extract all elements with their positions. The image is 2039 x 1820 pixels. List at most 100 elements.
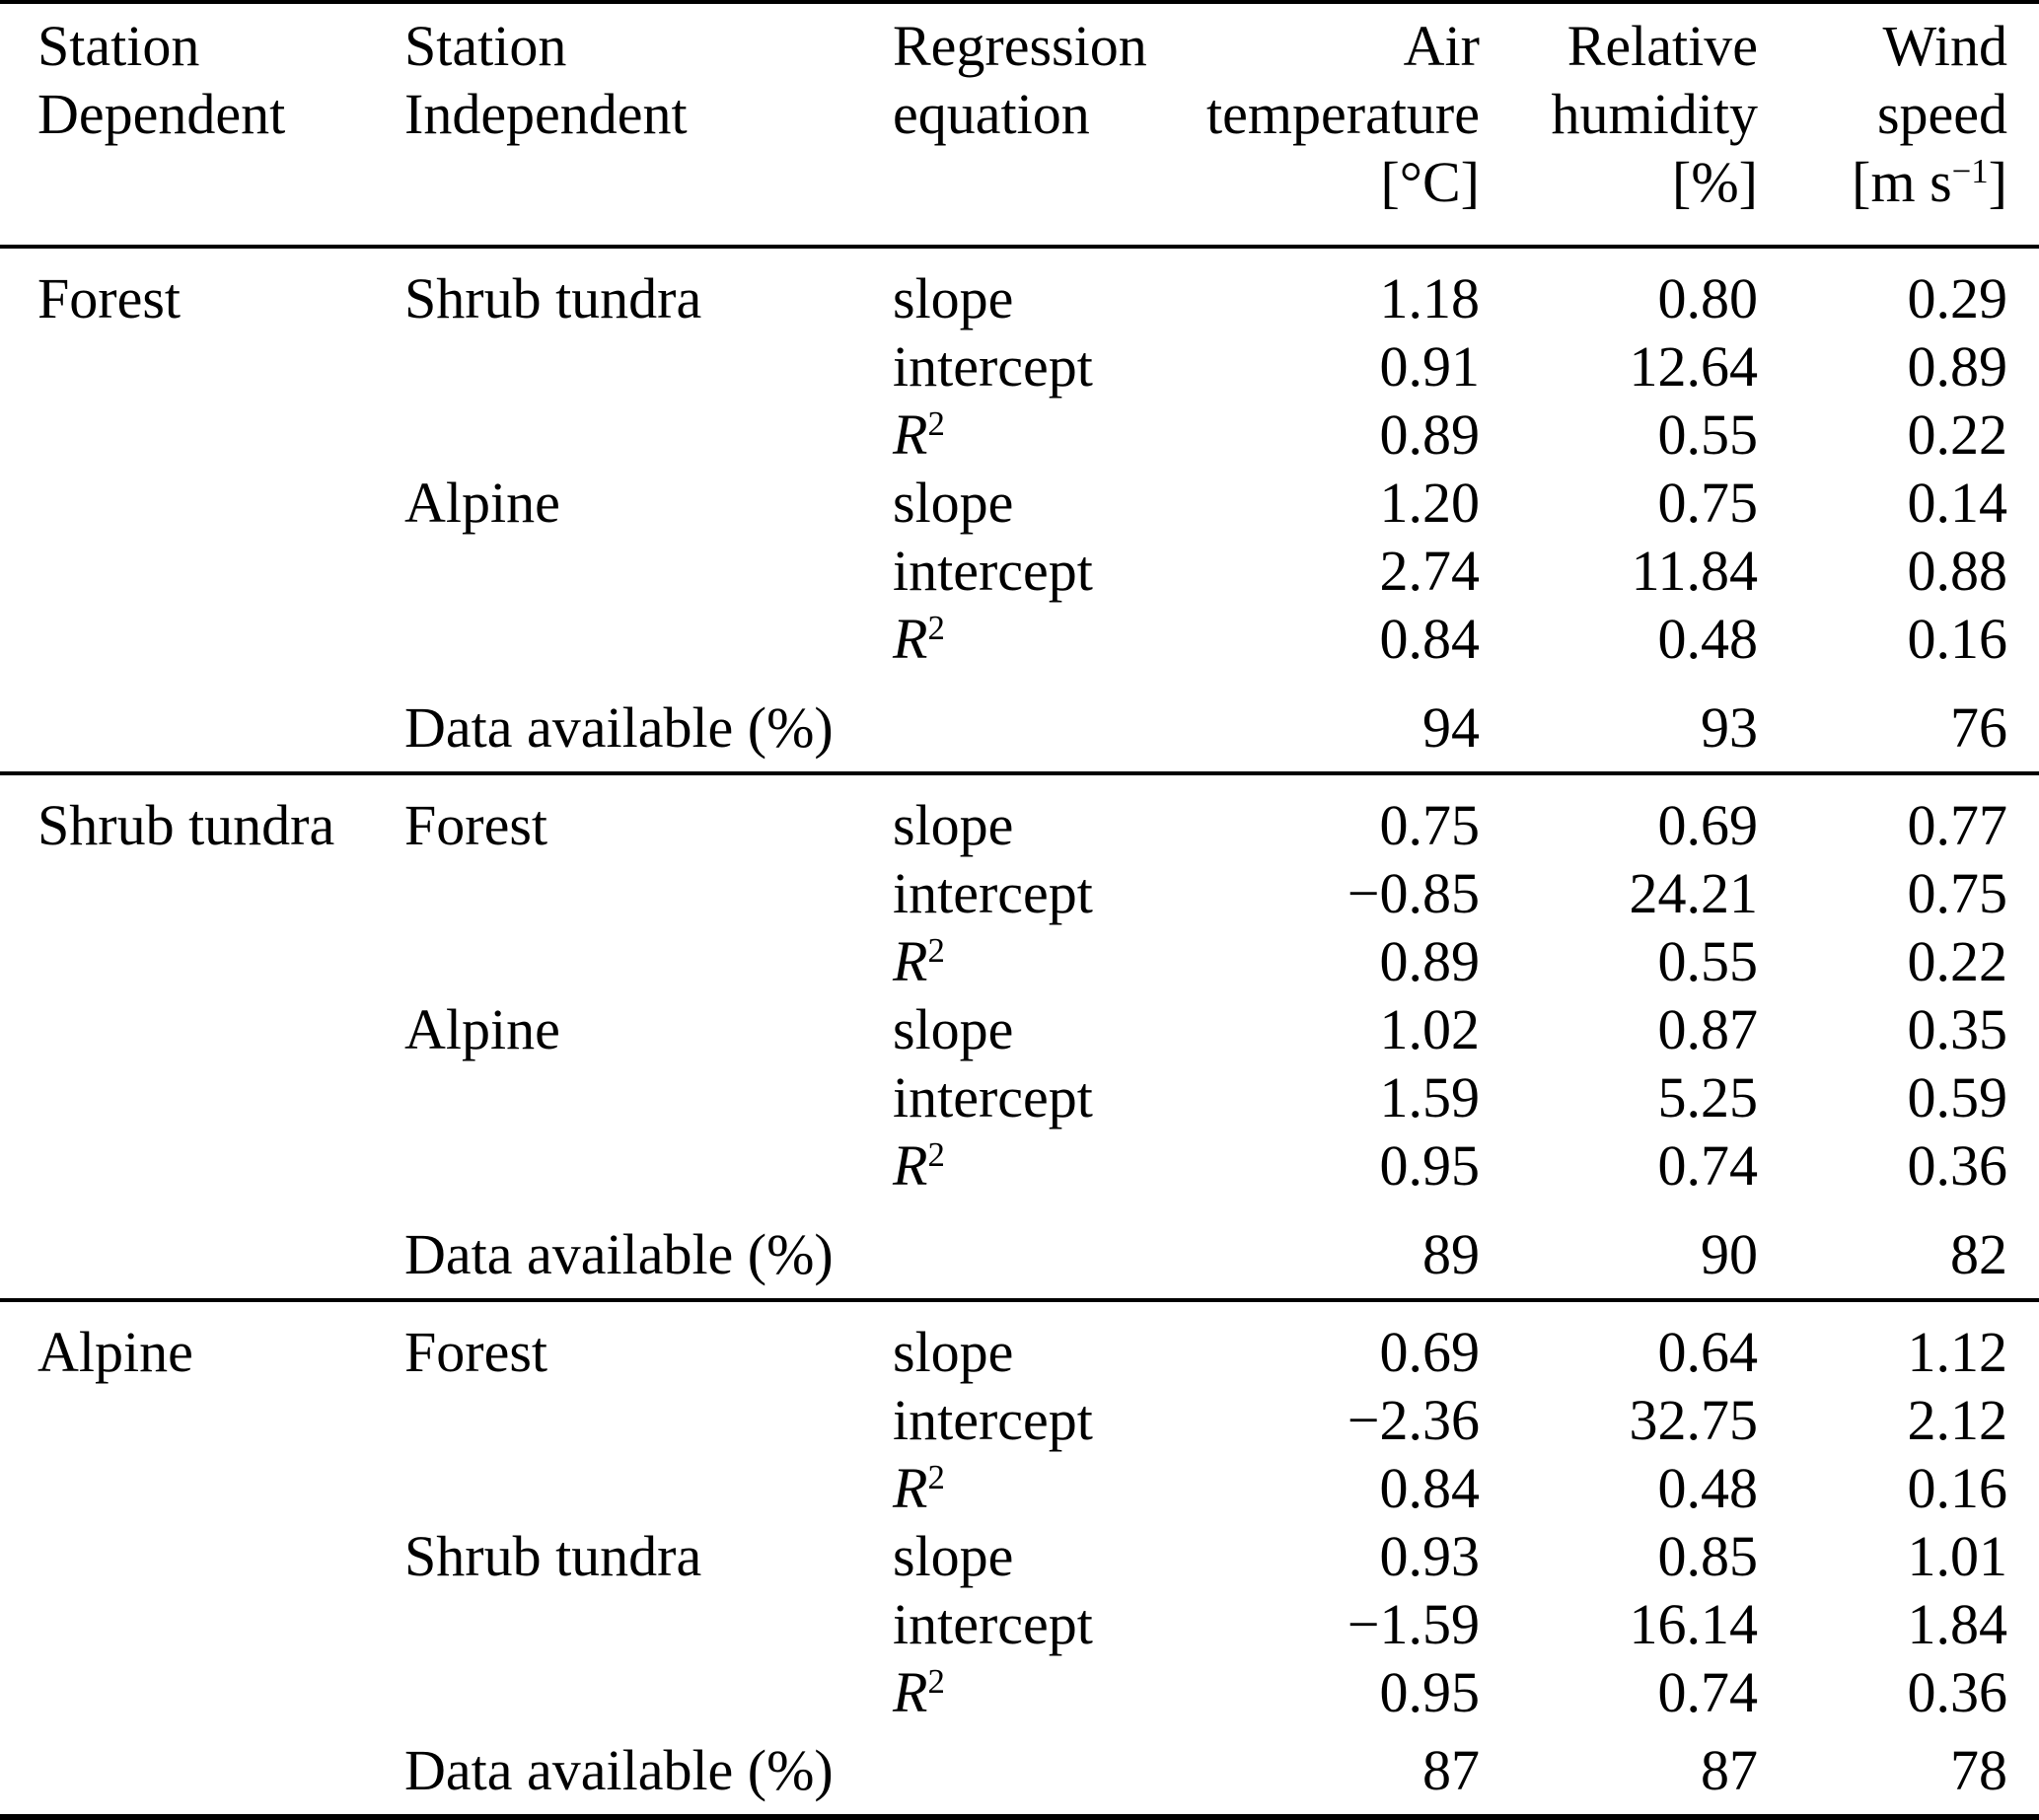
stat-label-r-squared: R2: [893, 1131, 1159, 1200]
section-rule: [0, 771, 2039, 775]
air-temperature-value: 94: [1422, 695, 1480, 760]
stat-label-slope: slope: [893, 793, 1014, 857]
table-section-forest: Forest Shrub tundra slope 1.18 0.80 0.29…: [0, 249, 2039, 771]
header-line: Dependent: [37, 82, 286, 146]
wind-speed-value: 1.84: [1907, 1592, 2008, 1656]
wind-speed-value: 2.12: [1907, 1388, 2008, 1452]
relative-humidity-value: 0.64: [1657, 1320, 1759, 1384]
table-row: Alpine slope 1.20 0.75 0.14: [0, 469, 2039, 537]
header-relative-humidity: Relative humidity [%]: [1480, 12, 1758, 216]
independent-station-cell: Shrub tundra: [404, 266, 702, 330]
air-temperature-value: 0.84: [1379, 1456, 1481, 1520]
air-temperature-value: 1.02: [1379, 997, 1481, 1061]
header-line: equation: [893, 82, 1090, 146]
r-exponent: 2: [927, 1134, 945, 1174]
unit-close: ]: [1988, 150, 2007, 214]
air-temperature-value: 0.69: [1379, 1320, 1481, 1384]
data-available-label: Data available (%): [404, 695, 834, 760]
table-row: intercept 2.74 11.84 0.88: [0, 537, 2039, 605]
data-available-label: Data available (%): [404, 1738, 834, 1802]
stat-label-r-squared: R2: [893, 1454, 1159, 1522]
air-temperature-value: 1.18: [1379, 266, 1481, 330]
table-row: Shrub tundra slope 0.93 0.85 1.01: [0, 1522, 2039, 1590]
air-temperature-value: 0.93: [1379, 1524, 1481, 1588]
table-row: Shrub tundra Forest slope 0.75 0.69 0.77: [0, 791, 2039, 859]
air-temperature-value: 0.91: [1379, 334, 1481, 399]
table-row: Alpine Forest slope 0.69 0.64 1.12: [0, 1318, 2039, 1386]
air-temperature-value: 0.95: [1379, 1660, 1481, 1724]
relative-humidity-value: 87: [1701, 1738, 1758, 1802]
wind-speed-value: 0.36: [1907, 1660, 2008, 1724]
relative-humidity-value: 0.87: [1657, 997, 1759, 1061]
r-symbol: R: [893, 402, 928, 467]
wind-speed-value: 0.29: [1907, 266, 2008, 330]
relative-humidity-value: 93: [1701, 695, 1758, 760]
table-row: intercept −0.85 24.21 0.75: [0, 859, 2039, 927]
header-wind-speed: Wind speed [m s−1]: [1758, 12, 2007, 216]
relative-humidity-value: 0.74: [1657, 1133, 1759, 1198]
wind-speed-value: 0.77: [1907, 793, 2008, 857]
relative-humidity-value: 90: [1701, 1222, 1758, 1286]
relative-humidity-value: 0.75: [1657, 471, 1759, 535]
relative-humidity-value: 5.25: [1657, 1065, 1759, 1129]
header-line: Wind: [1882, 14, 2007, 78]
header-line: temperature: [1206, 82, 1480, 146]
air-temperature-value: 0.84: [1379, 607, 1481, 671]
r-symbol: R: [893, 607, 928, 671]
header-unit: [%]: [1672, 150, 1758, 214]
table-top-rule: [0, 0, 2039, 4]
air-temperature-value: −2.36: [1347, 1388, 1480, 1452]
relative-humidity-value: 32.75: [1629, 1388, 1759, 1452]
air-temperature-value: 0.89: [1379, 929, 1481, 993]
header-regression-equation: Regression equation: [893, 12, 1159, 216]
header-line: speed: [1876, 82, 2007, 146]
relative-humidity-value: 0.69: [1657, 793, 1759, 857]
air-temperature-value: 1.59: [1379, 1065, 1481, 1129]
air-temperature-value: 0.89: [1379, 402, 1481, 467]
r-symbol: R: [893, 1660, 928, 1724]
data-available-row: Data available (%) 94 93 76: [0, 693, 2039, 762]
table-row: intercept 0.91 12.64 0.89: [0, 332, 2039, 400]
r-exponent: 2: [927, 403, 945, 443]
header-air-temperature: Air temperature [°C]: [1159, 12, 1480, 216]
independent-station-cell: Forest: [404, 793, 547, 857]
stat-label-r-squared: R2: [893, 1658, 1159, 1726]
relative-humidity-value: 0.85: [1657, 1524, 1759, 1588]
r-exponent: 2: [927, 930, 945, 970]
table-row: Forest Shrub tundra slope 1.18 0.80 0.29: [0, 264, 2039, 332]
wind-speed-value: 0.35: [1907, 997, 2008, 1061]
independent-station-cell: Alpine: [404, 471, 560, 535]
wind-speed-value: 78: [1950, 1738, 2007, 1802]
r-exponent: 2: [927, 1661, 945, 1701]
table-row: R2 0.84 0.48 0.16: [0, 1454, 2039, 1522]
air-temperature-value: 0.75: [1379, 793, 1481, 857]
air-temperature-value: 87: [1422, 1738, 1480, 1802]
wind-speed-value: 76: [1950, 695, 2007, 760]
wind-speed-value: 0.89: [1907, 334, 2008, 399]
stat-label-r-squared: R2: [893, 605, 1159, 673]
stat-label-r-squared: R2: [893, 400, 1159, 469]
relative-humidity-value: 16.14: [1629, 1592, 1759, 1656]
wind-speed-value: 0.59: [1907, 1065, 2008, 1129]
r-symbol: R: [893, 929, 928, 993]
stat-label-intercept: intercept: [893, 861, 1093, 925]
air-temperature-value: 1.20: [1379, 471, 1481, 535]
table-row: R2 0.89 0.55 0.22: [0, 400, 2039, 469]
relative-humidity-value: 0.55: [1657, 929, 1759, 993]
wind-speed-value: 0.88: [1907, 539, 2008, 603]
stat-label-intercept: intercept: [893, 1388, 1093, 1452]
table-row: intercept −2.36 32.75 2.12: [0, 1386, 2039, 1454]
data-available-label: Data available (%): [404, 1222, 834, 1286]
dependent-station-cell: Shrub tundra: [37, 793, 335, 857]
header-line: Independent: [404, 82, 688, 146]
table-row: R2 0.95 0.74 0.36: [0, 1131, 2039, 1200]
header-rule: [0, 245, 2039, 249]
stat-label-intercept: intercept: [893, 539, 1093, 603]
stat-label-r-squared: R2: [893, 927, 1159, 995]
wind-speed-value: 82: [1950, 1222, 2007, 1286]
relative-humidity-value: 0.48: [1657, 607, 1759, 671]
wind-speed-value: 0.36: [1907, 1133, 2008, 1198]
stat-label-intercept: intercept: [893, 1065, 1093, 1129]
relative-humidity-value: 24.21: [1629, 861, 1759, 925]
table-row: intercept 1.59 5.25 0.59: [0, 1063, 2039, 1131]
